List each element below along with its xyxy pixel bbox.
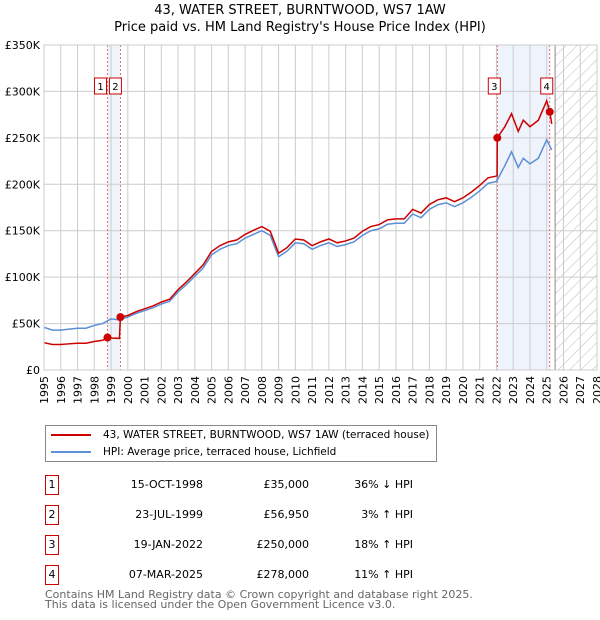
sale-date: 19-JAN-2022 <box>133 538 203 551</box>
sale-point <box>545 107 554 116</box>
sale-label-box <box>94 77 108 95</box>
y-tick-label: £0 <box>26 364 40 377</box>
x-tick-label: 2026 <box>557 376 570 404</box>
sale-label-box <box>108 77 122 95</box>
sale-row: 2 23-JUL-1999 £56,950 3% ↑ HPI <box>45 505 445 525</box>
shaded-range <box>497 45 550 370</box>
x-tick-label: 2015 <box>373 376 386 404</box>
x-tick-label: 2024 <box>524 376 537 404</box>
chart-title: 43, WATER STREET, BURNTWOOD, WS7 1AW <box>154 3 446 18</box>
x-tick-label: 2016 <box>390 376 403 404</box>
sale-number: 1 <box>45 475 59 495</box>
sale-label: 3 <box>491 82 497 93</box>
sale-row: 3 19-JAN-2022 £250,000 18% ↑ HPI <box>45 535 445 555</box>
footer: Contains HM Land Registry data © Crown c… <box>45 588 473 611</box>
sale-number: 4 <box>45 565 59 585</box>
sale-hpi-change: 3% ↑ HPI <box>361 508 413 521</box>
sale-hpi-change: 36% ↓ HPI <box>354 478 413 491</box>
sale-label: 4 <box>544 82 550 93</box>
hpi-line <box>43 137 553 331</box>
x-tick-label: 2022 <box>490 376 503 404</box>
legend-label-property: 43, WATER STREET, BURNTWOOD, WS7 1AW (te… <box>103 429 430 441</box>
y-tick-label: £250K <box>5 132 41 145</box>
x-tick-label: 2014 <box>356 376 369 404</box>
x-tick-label: 2008 <box>256 376 269 404</box>
price-chart: 1995 1996 1997 1998 1999 2000 2001 2002 2003 2004… <box>5 39 600 404</box>
sale-date: 07-MAR-2025 <box>128 568 203 581</box>
sale-date: 15-OCT-1998 <box>130 478 203 491</box>
sale-label-box <box>487 77 501 95</box>
sale-price: £250,000 <box>256 538 310 551</box>
y-tick-label: £300K <box>5 85 41 98</box>
x-tick-label: 1996 <box>55 376 68 404</box>
chart-subtitle: Price paid vs. HM Land Registry's House … <box>114 20 486 35</box>
x-tick-label: 2012 <box>323 376 336 404</box>
y-tick-label: £50K <box>12 318 41 331</box>
x-tick-label: 2005 <box>206 376 219 404</box>
x-tick-label: 2011 <box>306 376 319 404</box>
x-tick-label: 2000 <box>122 376 135 404</box>
y-tick-label: £350K <box>5 39 41 52</box>
x-tick-label: 1995 <box>38 376 51 404</box>
x-tick-label: 2009 <box>273 376 286 404</box>
sale-label: 2 <box>112 82 118 93</box>
sale-number: 2 <box>45 505 59 525</box>
x-tick-label: 2006 <box>222 376 235 404</box>
y-tick-label: £200K <box>5 178 41 191</box>
x-tick-label: 2010 <box>289 376 302 404</box>
footer-line-1: Contains HM Land Registry data © Crown c… <box>45 588 473 601</box>
y-tick-label: £150K <box>5 225 41 238</box>
sale-number: 3 <box>45 535 59 555</box>
x-tick-label: 2025 <box>541 376 554 404</box>
x-tick-label: 2002 <box>155 376 168 404</box>
plot-frame <box>43 44 598 371</box>
sale-point <box>493 133 502 142</box>
x-tick-label: 2027 <box>574 376 587 404</box>
sale-price: £278,000 <box>256 568 310 581</box>
x-tick-label: 2028 <box>591 376 600 404</box>
legend-swatch-hpi <box>51 451 91 453</box>
x-tick-label: 2021 <box>474 376 487 404</box>
sale-hpi-change: 18% ↑ HPI <box>354 538 413 551</box>
sale-row: 4 07-MAR-2025 £278,000 11% ↑ HPI <box>45 565 445 585</box>
x-tick-label: 2019 <box>440 376 453 404</box>
sale-row: 1 15-OCT-1998 £35,000 36% ↓ HPI <box>45 475 445 495</box>
sale-hpi-change: 11% ↑ HPI <box>354 568 413 581</box>
x-tick-label: 2007 <box>239 376 252 404</box>
x-tick-label: 2004 <box>189 376 202 404</box>
sale-point <box>116 313 125 322</box>
legend-swatch-property <box>51 434 91 436</box>
sale-point <box>103 333 112 342</box>
x-tick-label: 2018 <box>423 376 436 404</box>
sale-date: 23-JUL-1999 <box>135 508 203 521</box>
sale-label-box <box>540 77 554 95</box>
x-tick-label: 1998 <box>88 376 101 404</box>
sale-label: 1 <box>97 82 103 93</box>
x-tick-label: 1999 <box>105 376 118 404</box>
footer-line-2: This data is licensed under the Open Gov… <box>45 598 396 611</box>
y-tick-label: £100K <box>5 271 41 284</box>
x-tick-label: 2013 <box>340 376 353 404</box>
legend: 43, WATER STREET, BURNTWOOD, WS7 1AW (te… <box>45 425 437 462</box>
x-tick-label: 1997 <box>72 376 85 404</box>
x-tick-label: 2020 <box>457 376 470 404</box>
sale-price: £35,000 <box>263 478 310 491</box>
forecast-hatch <box>555 45 597 370</box>
x-tick-label: 2001 <box>139 376 152 404</box>
x-tick-label: 2023 <box>507 376 520 404</box>
sale-price: £56,950 <box>263 508 310 521</box>
x-tick-label: 2017 <box>407 376 420 404</box>
x-tick-label: 2003 <box>172 376 185 404</box>
legend-label-hpi: HPI: Average price, terraced house, Lich… <box>103 446 337 458</box>
